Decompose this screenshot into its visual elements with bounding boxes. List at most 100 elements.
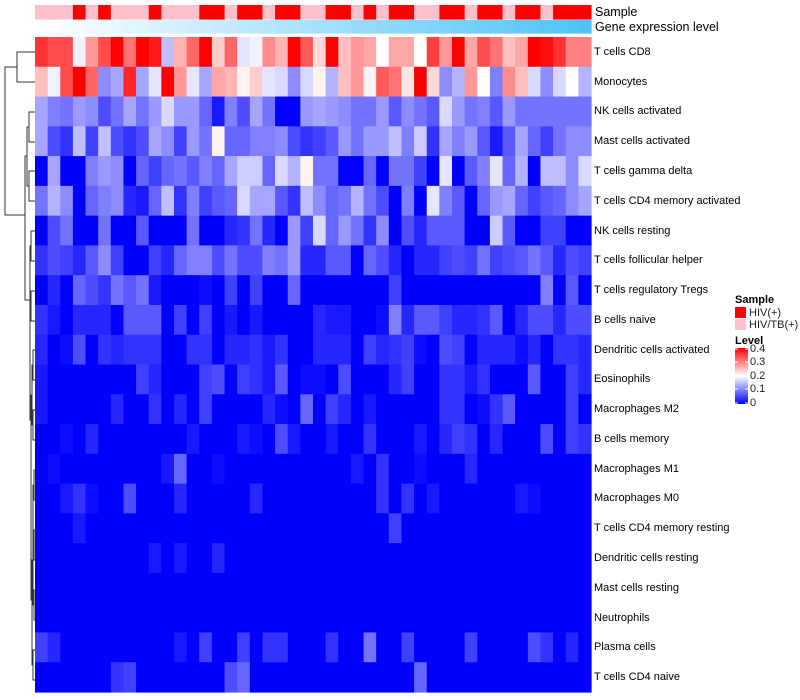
heatmap-cell xyxy=(35,304,49,336)
heatmap-cell xyxy=(414,185,428,217)
heatmap-cell xyxy=(452,275,466,306)
heatmap-cell xyxy=(376,215,390,247)
heatmap-cell xyxy=(224,513,238,544)
row-label: Dendritic cells resting xyxy=(594,552,699,565)
gene-expression-cell xyxy=(439,20,453,34)
heatmap-cell xyxy=(123,513,137,544)
heatmap-cell xyxy=(98,632,112,663)
heatmap-cell xyxy=(489,37,504,68)
heatmap-cell xyxy=(388,453,403,485)
heatmap-cell xyxy=(452,304,466,336)
heatmap-cell xyxy=(578,424,592,455)
heatmap-cell xyxy=(35,483,49,514)
heatmap-cell xyxy=(553,66,567,98)
row-label: T cells gamma delta xyxy=(594,164,693,177)
heatmap-cell xyxy=(565,185,579,217)
heatmap-cell xyxy=(148,275,162,306)
heatmap-cell xyxy=(439,513,453,544)
heatmap-cell xyxy=(262,394,276,425)
heatmap-cell xyxy=(224,453,238,485)
heatmap-cell xyxy=(72,364,87,395)
dendrogram-branch xyxy=(30,230,35,262)
heatmap-cell xyxy=(186,394,200,425)
heatmap-cell xyxy=(502,156,516,187)
heatmap-cell xyxy=(35,632,49,663)
heatmap-cell xyxy=(338,453,352,485)
heatmap-cell xyxy=(47,364,61,395)
heatmap-cell xyxy=(350,245,365,276)
heatmap-cell xyxy=(199,66,213,98)
heatmap-cell xyxy=(502,185,516,217)
heatmap-cell xyxy=(136,126,150,157)
heatmap-cell xyxy=(72,632,87,663)
heatmap-cell xyxy=(338,215,352,247)
heatmap-cell xyxy=(237,394,251,425)
heatmap-cell xyxy=(401,483,415,514)
row-label: T cells regulatory Tregs xyxy=(594,284,709,297)
heatmap-cell xyxy=(249,513,264,544)
heatmap-cell xyxy=(72,602,87,634)
heatmap-cell xyxy=(464,126,478,157)
heatmap-cell xyxy=(275,602,289,634)
heatmap-cell xyxy=(527,632,542,663)
heatmap-cell xyxy=(148,602,162,634)
heatmap-cell xyxy=(527,37,542,68)
heatmap-cell xyxy=(262,96,276,127)
heatmap-cell xyxy=(363,334,377,366)
heatmap-cell xyxy=(72,513,87,544)
heatmap-cell xyxy=(489,185,504,217)
heatmap-cell xyxy=(186,66,200,98)
heatmap-cell xyxy=(502,543,516,574)
heatmap-cell xyxy=(325,632,339,663)
sample-annotation-cell xyxy=(338,5,352,20)
heatmap-cell xyxy=(72,453,87,485)
heatmap-cell xyxy=(186,96,200,127)
heatmap-cell xyxy=(338,37,352,68)
heatmap-cell xyxy=(325,602,339,634)
heatmap-cell xyxy=(211,126,226,157)
sample-annotation-cell xyxy=(161,5,175,20)
heatmap-cell xyxy=(275,572,289,604)
heatmap-cell xyxy=(578,632,592,663)
heatmap-cell xyxy=(553,185,567,217)
heatmap-cell xyxy=(350,364,365,395)
heatmap-cell xyxy=(426,275,440,306)
gene-expression-cell xyxy=(199,20,213,34)
heatmap-cell xyxy=(60,453,74,485)
gene-expression-cell xyxy=(161,20,175,34)
gene-expression-cell xyxy=(325,20,339,34)
heatmap-cell xyxy=(350,453,365,485)
heatmap-cell xyxy=(300,185,314,217)
heatmap-cell xyxy=(414,304,428,336)
heatmap-cell xyxy=(540,453,554,485)
heatmap-cell xyxy=(515,334,529,366)
heatmap-cell xyxy=(502,662,516,693)
heatmap-cell xyxy=(464,96,478,127)
heatmap-cell xyxy=(414,513,428,544)
heatmap-cell xyxy=(489,424,504,455)
heatmap-cell xyxy=(350,37,365,68)
heatmap-cell xyxy=(186,513,200,544)
heatmap-cell xyxy=(578,602,592,634)
heatmap-cell xyxy=(325,572,339,604)
heatmap-cell xyxy=(489,662,504,693)
heatmap-cell xyxy=(35,453,49,485)
heatmap-cell xyxy=(452,483,466,514)
heatmap-cell xyxy=(300,572,314,604)
heatmap-cell xyxy=(136,334,150,366)
heatmap-cell xyxy=(350,394,365,425)
gene-expression-cell xyxy=(350,20,365,34)
heatmap-cell xyxy=(174,96,188,127)
heatmap-cell xyxy=(148,662,162,693)
heatmap-cell xyxy=(325,453,339,485)
heatmap-cell xyxy=(540,334,554,366)
heatmap-cell xyxy=(35,394,49,425)
heatmap-cell xyxy=(85,453,99,485)
heatmap-cell xyxy=(161,156,175,187)
row-label: Neutrophils xyxy=(594,611,650,624)
heatmap-cell xyxy=(477,662,491,693)
heatmap-cell xyxy=(174,662,188,693)
gene-expression-cell xyxy=(565,20,579,34)
heatmap-cell xyxy=(489,453,504,485)
heatmap-cell xyxy=(426,185,440,217)
